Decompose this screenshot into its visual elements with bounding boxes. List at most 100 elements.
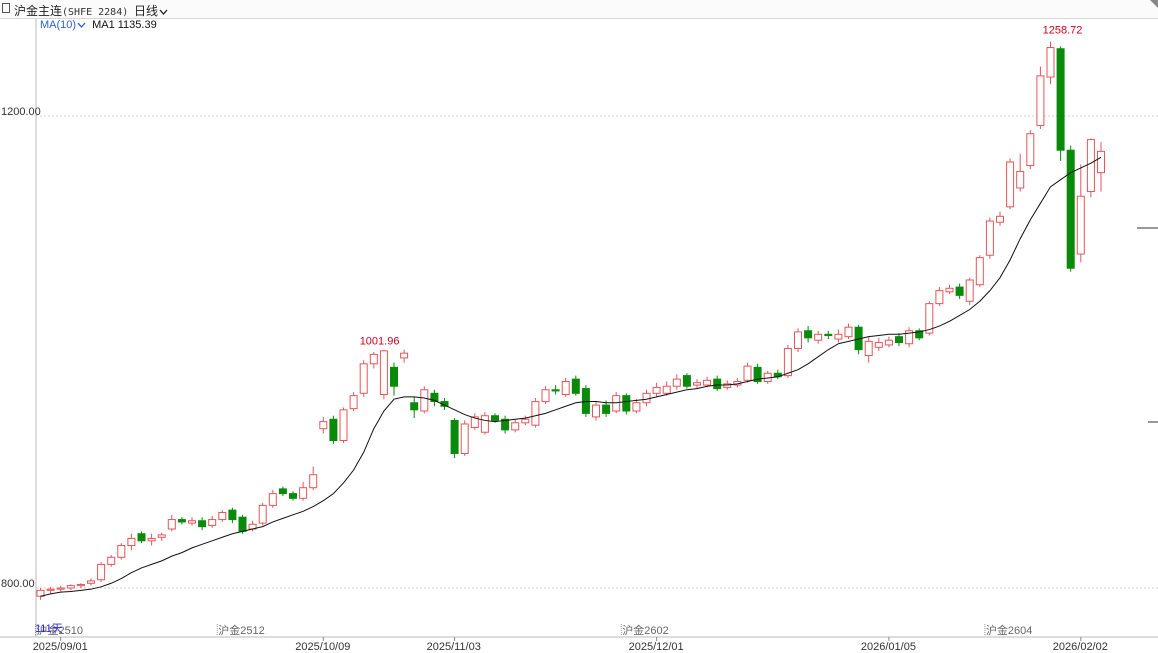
candle — [824, 330, 833, 340]
candle — [167, 514, 176, 532]
candle — [228, 507, 237, 524]
candle — [97, 562, 106, 583]
candle — [682, 373, 691, 389]
candle — [773, 369, 782, 380]
candle-body — [491, 415, 499, 421]
candle — [157, 532, 166, 541]
candle-body — [66, 585, 75, 589]
candle — [915, 328, 924, 341]
candle — [430, 389, 439, 407]
candle — [299, 481, 308, 501]
candle — [1036, 66, 1045, 129]
candle-body — [470, 416, 479, 429]
grid-layer — [36, 115, 1158, 589]
candle — [511, 419, 520, 433]
candle — [834, 329, 843, 343]
candle-body — [46, 588, 55, 591]
candle — [147, 533, 156, 546]
candle — [985, 217, 994, 259]
candle — [703, 376, 712, 388]
candle-body — [480, 415, 489, 433]
instrument-code: (SHFE 2284) — [62, 7, 129, 18]
candle — [1026, 130, 1035, 170]
candle — [592, 401, 600, 421]
instrument-title: 沪金主连(SHFE 2284) — [14, 2, 128, 19]
candle-body — [339, 409, 348, 442]
candle-body — [571, 378, 580, 394]
candle-body — [319, 421, 328, 430]
candle-body — [935, 290, 944, 305]
candle-body — [1046, 47, 1055, 78]
candle-body — [753, 366, 762, 382]
candle-body — [1036, 75, 1045, 126]
candle-body — [844, 326, 853, 338]
candle — [450, 418, 459, 459]
candle — [137, 531, 146, 544]
x-tick-label: 2026/02/02 — [1053, 641, 1108, 653]
candle — [874, 337, 883, 351]
candle-body — [874, 342, 883, 348]
candle — [652, 382, 661, 397]
candle — [794, 328, 802, 352]
candle-body — [895, 336, 903, 344]
x-tick-label: 2025/12/01 — [629, 641, 684, 653]
candle-body — [551, 389, 560, 392]
max-price-label: 1258.72 — [1043, 25, 1083, 37]
candle-body — [824, 333, 833, 336]
candle-body — [804, 330, 813, 339]
candle — [531, 398, 540, 428]
candle-body — [713, 378, 722, 390]
candle — [1066, 145, 1075, 272]
candle — [410, 396, 419, 419]
candle — [955, 283, 964, 299]
ma-line-layer — [40, 156, 1102, 597]
candle-body — [652, 386, 661, 394]
candle — [935, 287, 944, 306]
candle-body — [1086, 139, 1095, 193]
candle — [218, 510, 227, 522]
corner-fold-icon — [1150, 0, 1158, 8]
x-tick-label: 2025/10/09 — [295, 641, 350, 653]
ma-label: MA(10) — [40, 19, 77, 31]
candle — [884, 336, 893, 348]
candle — [945, 284, 954, 295]
candle-body — [864, 340, 873, 357]
candle-body — [329, 418, 338, 442]
candle-body — [450, 419, 459, 454]
candle-body — [925, 303, 934, 334]
title-bar: 沪金主连(SHFE 2284) 日线 — [0, 0, 1158, 19]
ma-indicator-selector[interactable]: MA(10) — [40, 19, 86, 31]
candle-body — [420, 389, 429, 412]
candle — [460, 420, 469, 456]
candle-body — [460, 423, 469, 454]
candle — [258, 503, 267, 526]
y-tick-label: 1200.00 — [1, 106, 41, 118]
period-label: 日线 — [134, 4, 159, 18]
candle-body — [975, 257, 984, 286]
candle — [581, 385, 590, 417]
candle-body — [965, 279, 974, 302]
chevron-down-icon — [159, 9, 168, 15]
candle-body — [612, 395, 621, 412]
candle — [36, 588, 45, 600]
candle-body — [299, 487, 308, 499]
candle — [521, 415, 530, 426]
candle-body — [1097, 150, 1105, 174]
candle-body — [218, 511, 227, 521]
candle-body — [581, 388, 590, 414]
candle — [359, 360, 368, 397]
candle — [339, 407, 348, 443]
candle — [76, 583, 85, 588]
menu-square-icon[interactable] — [2, 3, 10, 13]
candle — [379, 349, 388, 400]
candle — [895, 333, 903, 347]
candle-body — [76, 583, 85, 587]
candle-body — [511, 422, 520, 431]
candle — [107, 554, 116, 567]
candle-body — [430, 392, 439, 403]
candle — [672, 374, 681, 390]
period-selector[interactable]: 日线 — [134, 2, 168, 19]
candle-body — [622, 395, 631, 412]
labels-layer: 1200.00 800.00 1258.72 1001.96 沪金2510 沪金2512 沪… — [1, 25, 1108, 653]
